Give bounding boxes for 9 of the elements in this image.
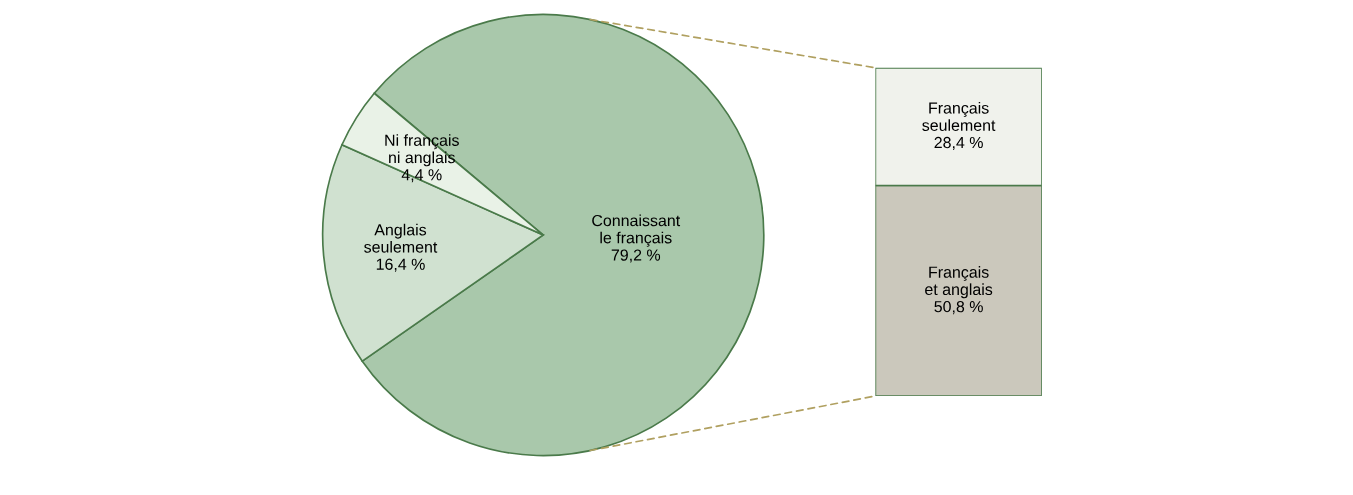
series-label: Français et anglais xyxy=(925,266,993,299)
series-label: Français seulement xyxy=(922,101,996,131)
slice-label: Ni français ni anglais xyxy=(385,134,459,167)
data-label: 28,4 % xyxy=(934,136,983,151)
slice-label: Connaissant le français xyxy=(592,214,681,247)
slice-label: Anglais seulement xyxy=(364,223,438,253)
data-label: 79,2 % xyxy=(611,249,661,263)
data-label: 16,4 % xyxy=(376,258,425,272)
data-label: 50,8 % xyxy=(934,300,983,315)
